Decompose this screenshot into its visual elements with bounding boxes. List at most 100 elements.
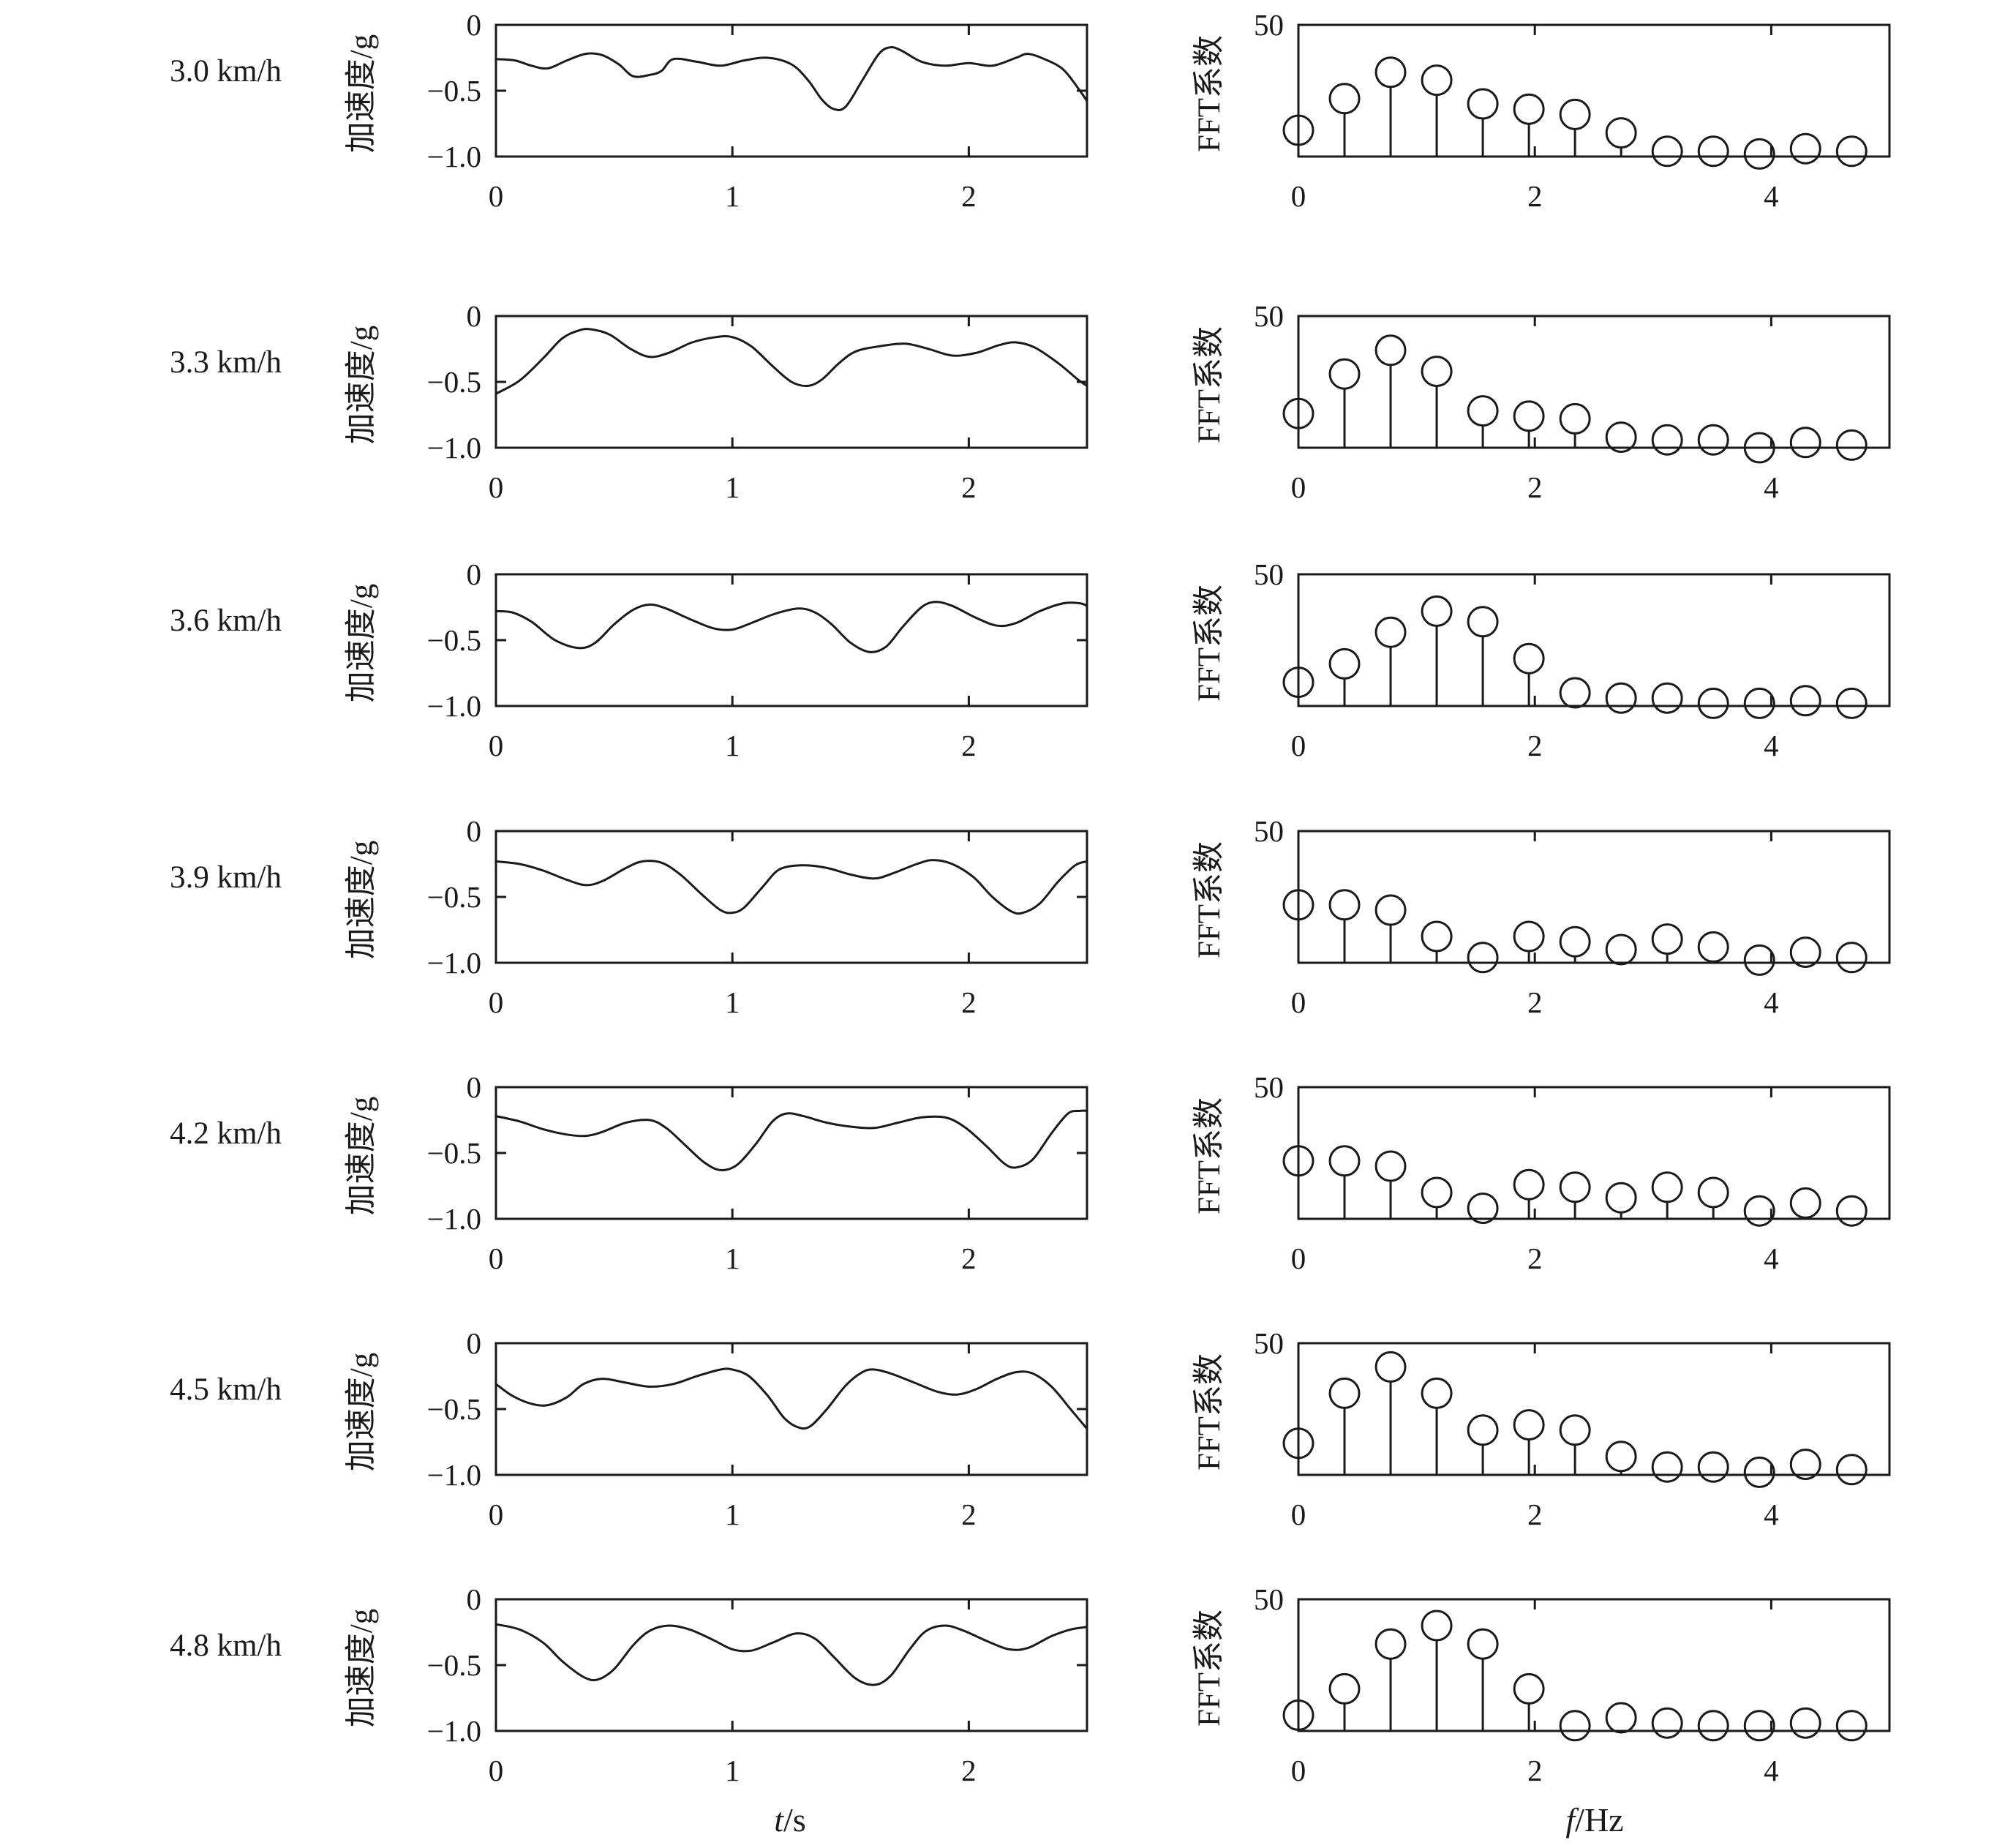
time-y-tick-label: −0.5 [427,1392,481,1426]
fft-point [1282,1145,1314,1177]
fft-point [1651,1451,1683,1483]
fft-x-tick-label: 4 [1764,985,1779,1019]
time-x-tick-label: 0 [489,470,504,504]
fft-point [1789,132,1821,165]
time-y-tick-label: −1.0 [427,689,481,723]
time-x-tick-label: 0 [489,1754,504,1787]
speed-label: 4.5 km/h [170,1372,282,1407]
fft-point [1743,432,1775,464]
fft-plot-frame [1297,315,1891,449]
fft-point [1421,595,1453,627]
fft-point [1513,400,1545,432]
time-y-tick-label: 0 [467,557,482,591]
fft-x-tick-label: 0 [1291,179,1306,213]
fft-point [1697,1451,1729,1483]
fft-plot: 50 0 2 4 FFT系数 [1192,8,1891,213]
acceleration-series-line [494,328,1088,395]
fft-point [1789,1187,1821,1219]
time-y-tick-label: 0 [467,1326,482,1360]
fft-point [1374,894,1407,926]
fft-point [1467,88,1499,120]
fft-point [1743,687,1775,719]
fft-x-tick-label: 0 [1291,985,1306,1019]
fft-point [1835,1710,1868,1742]
fft-point [1697,135,1729,168]
fft-point [1605,117,1637,149]
fft-point [1743,1710,1775,1742]
fft-x-tick-label: 2 [1527,729,1543,762]
fft-point [1374,616,1407,648]
time-x-tick-label: 1 [725,1242,740,1275]
fft-x-tick-label: 0 [1291,1754,1306,1787]
fft-plot-frame [1297,830,1891,964]
time-y-tick-label: −1.0 [427,1202,481,1236]
fft-plot-frame [1297,1342,1891,1476]
acceleration-series-line [494,1623,1088,1686]
acceleration-series-line [494,1109,1088,1172]
fft-point [1467,942,1499,974]
time-plot-frame [494,830,1088,964]
fft-point [1743,1195,1775,1227]
fft-point [1421,64,1453,97]
acceleration-series-line [494,601,1088,653]
time-y-axis-label: 加速度/g [345,584,379,702]
fft-point [1374,1150,1407,1182]
time-y-axis-label: 加速度/g [345,34,379,153]
time-y-tick-label: −1.0 [427,140,481,173]
fft-plot: 50 0 2 4 FFT系数 [1192,1582,1891,1787]
fft-point [1743,1456,1775,1488]
fft-point [1328,1377,1361,1409]
fft-y-tick-label: 50 [1254,1326,1284,1360]
fft-y-tick-label: 50 [1254,8,1284,42]
fft-y-tick-label: 50 [1254,557,1284,591]
time-x-tick-label: 0 [489,985,504,1019]
time-x-tick-label: 2 [961,985,977,1019]
fft-point [1651,923,1683,955]
fft-point [1513,642,1545,675]
time-y-tick-label: −0.5 [427,623,481,657]
time-plot-frame [494,573,1088,707]
fft-point [1559,1414,1591,1446]
fft-point [1328,358,1361,390]
fft-x-tick-label: 0 [1291,1242,1306,1275]
fft-point [1789,1707,1821,1739]
time-x-axis-label-unit: /s [783,1801,806,1838]
fft-point [1282,666,1314,699]
fft-point [1374,1351,1407,1383]
fft-point [1328,889,1361,921]
time-y-axis-label: 加速度/g [345,1609,379,1727]
time-y-tick-label: −0.5 [427,74,481,108]
fft-point [1651,424,1683,456]
time-x-tick-label: 2 [961,1498,977,1531]
time-x-tick-label: 2 [961,1754,977,1787]
acceleration-series-line [494,46,1088,111]
time-x-tick-label: 0 [489,179,504,213]
fft-point [1835,135,1868,168]
time-y-tick-label: 0 [467,299,482,333]
fft-point [1282,1427,1314,1460]
fft-x-tick-label: 2 [1527,985,1543,1019]
time-x-tick-label: 0 [489,1242,504,1275]
time-y-tick-label: −0.5 [427,880,481,914]
time-plot-frame [494,1598,1088,1732]
fft-y-tick-label: 50 [1254,1070,1284,1104]
time-y-tick-label: −1.0 [427,1458,481,1492]
time-plot-frame [494,23,1088,158]
fft-point [1467,606,1499,638]
fft-point [1605,682,1637,714]
time-plot-frame [494,1342,1088,1476]
fft-point [1513,1672,1545,1705]
speed-label: 4.8 km/h [170,1629,282,1663]
fft-point [1789,685,1821,717]
time-plot-frame [494,1086,1088,1220]
fft-point [1835,1195,1868,1227]
time-x-tick-label: 1 [725,985,740,1019]
